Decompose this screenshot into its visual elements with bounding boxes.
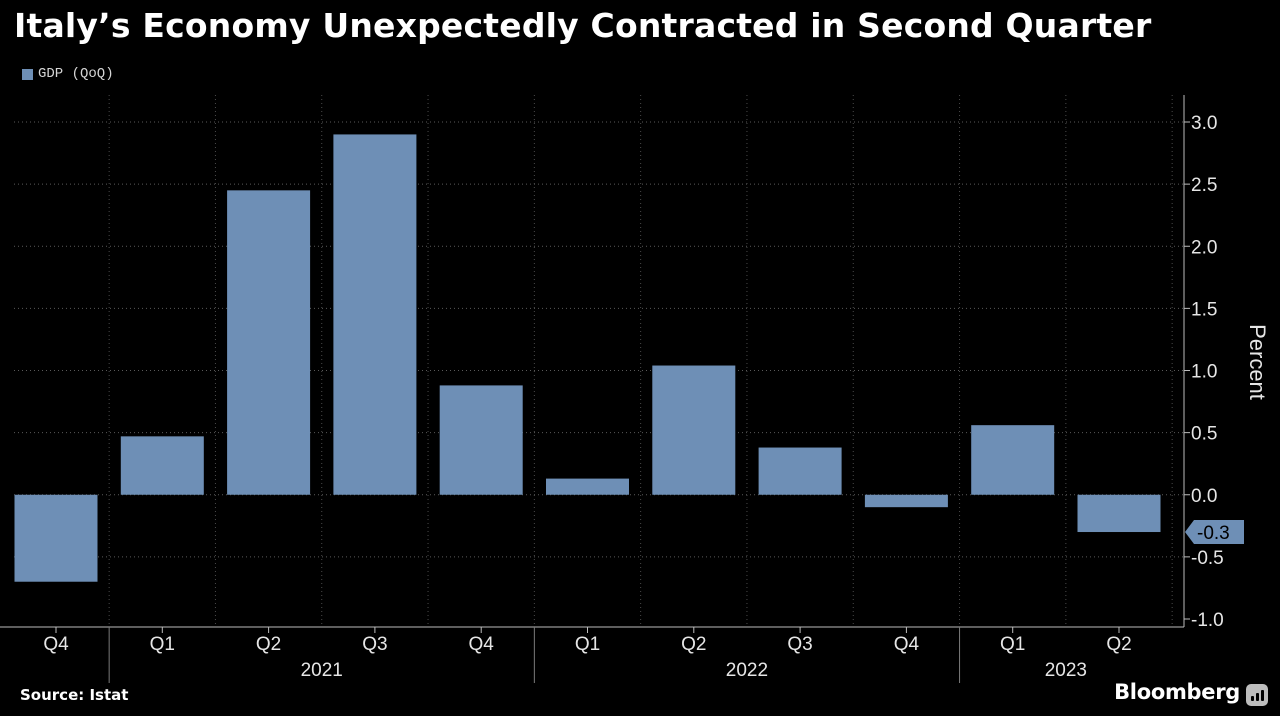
year-label: 2022: [726, 660, 768, 681]
y-tick-label: -1.0: [1191, 610, 1224, 631]
year-label: 2023: [1045, 660, 1087, 681]
x-tick-label: Q3: [362, 634, 387, 655]
x-tick-label: Q2: [1106, 634, 1131, 655]
source-note: Source: Istat: [20, 686, 129, 704]
x-tick-label: Q2: [256, 634, 281, 655]
legend-swatch: [22, 68, 33, 80]
bar: [333, 134, 417, 495]
last-value-marker: [1185, 520, 1244, 545]
bar: [439, 385, 523, 495]
legend-label: GDP (QoQ): [38, 66, 114, 82]
bloomberg-chart-icon: [1246, 684, 1268, 706]
bar: [864, 494, 948, 508]
year-label: 2021: [301, 660, 343, 681]
bar: [14, 494, 98, 582]
y-tick-label: 0.0: [1191, 486, 1217, 507]
bar: [120, 436, 204, 495]
y-tick-label: 3.0: [1191, 113, 1217, 134]
x-tick-label: Q1: [150, 634, 175, 655]
x-tick-label: Q2: [681, 634, 706, 655]
x-tick-label: Q4: [469, 634, 495, 655]
x-tick-label: Q4: [894, 634, 920, 655]
last-value-label: -0.3: [1197, 523, 1230, 544]
y-tick-label: 1.0: [1191, 362, 1217, 383]
chart-title: Italy’s Economy Unexpectedly Contracted …: [14, 6, 1152, 45]
x-tick-label: Q1: [575, 634, 600, 655]
legend: GDP (QoQ): [22, 66, 114, 82]
x-tick-label: Q3: [787, 634, 812, 655]
y-tick-label: 2.0: [1191, 237, 1217, 258]
bar: [1077, 494, 1161, 533]
bar: [546, 478, 629, 495]
x-tick-label: Q4: [43, 634, 69, 655]
bar: [652, 365, 736, 495]
y-tick-label: -0.5: [1191, 548, 1224, 569]
x-tick-label: Q1: [1000, 634, 1025, 655]
y-tick-label: 1.5: [1191, 299, 1217, 320]
bloomberg-logo: Bloomberg: [1114, 680, 1240, 704]
y-axis-title: Percent: [1245, 324, 1270, 400]
bar: [758, 447, 842, 495]
bar: [227, 190, 311, 495]
y-tick-label: 0.5: [1191, 424, 1217, 445]
y-tick-label: 2.5: [1191, 175, 1217, 196]
bar: [971, 425, 1055, 495]
